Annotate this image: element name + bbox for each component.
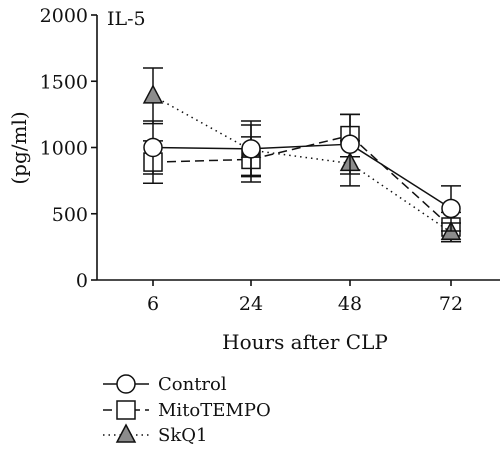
ticks: 0 500 1000 1500 2000 6 24 48 72 <box>40 5 463 315</box>
series-line-segment <box>250 143 351 150</box>
legend-marker <box>115 423 137 443</box>
legend-marker <box>116 400 136 420</box>
series-line-segment <box>152 95 252 151</box>
data-point <box>340 134 360 154</box>
series <box>142 67 462 243</box>
series-line-segment <box>250 134 351 161</box>
series-line-segment <box>349 135 452 228</box>
data-point <box>441 198 461 219</box>
x-tick-label: 72 <box>439 293 463 315</box>
legend-marker <box>116 374 136 394</box>
series-line-segment <box>250 149 351 165</box>
y-tick-label: 500 <box>52 204 88 226</box>
legend-item-skq1: SkQ1 <box>103 423 207 446</box>
legend-item-control: Control <box>103 374 227 395</box>
y-tick-label: 0 <box>76 270 88 292</box>
series-control <box>143 113 461 232</box>
y-tick-label: 1000 <box>40 138 88 160</box>
legend-label: Control <box>158 374 227 395</box>
legend-label: SkQ1 <box>158 425 207 446</box>
y-tick-label: 1500 <box>40 71 88 93</box>
data-point <box>143 137 163 158</box>
legend-item-mitotempo: MitoTEMPO <box>103 400 271 421</box>
data-point <box>241 139 261 159</box>
series-line-segment <box>349 162 452 233</box>
series-skq1 <box>142 67 462 243</box>
x-axis-title: Hours after CLP <box>222 330 388 354</box>
series-line-segment <box>349 143 452 210</box>
y-axis-title: (pg/ml) <box>7 111 31 184</box>
legend: Control MitoTEMPO SkQ1 <box>103 374 271 446</box>
series-line-segment <box>152 158 252 163</box>
legend-label: MitoTEMPO <box>158 400 271 421</box>
panel-label: IL-5 <box>107 8 146 30</box>
x-tick-label: 48 <box>338 293 362 315</box>
data-point <box>142 84 164 104</box>
x-tick-label: 6 <box>147 293 159 315</box>
series-mitotempo <box>143 113 461 243</box>
y-tick-label: 2000 <box>40 5 88 27</box>
x-tick-label: 24 <box>239 293 263 315</box>
series-line-segment <box>152 146 252 150</box>
